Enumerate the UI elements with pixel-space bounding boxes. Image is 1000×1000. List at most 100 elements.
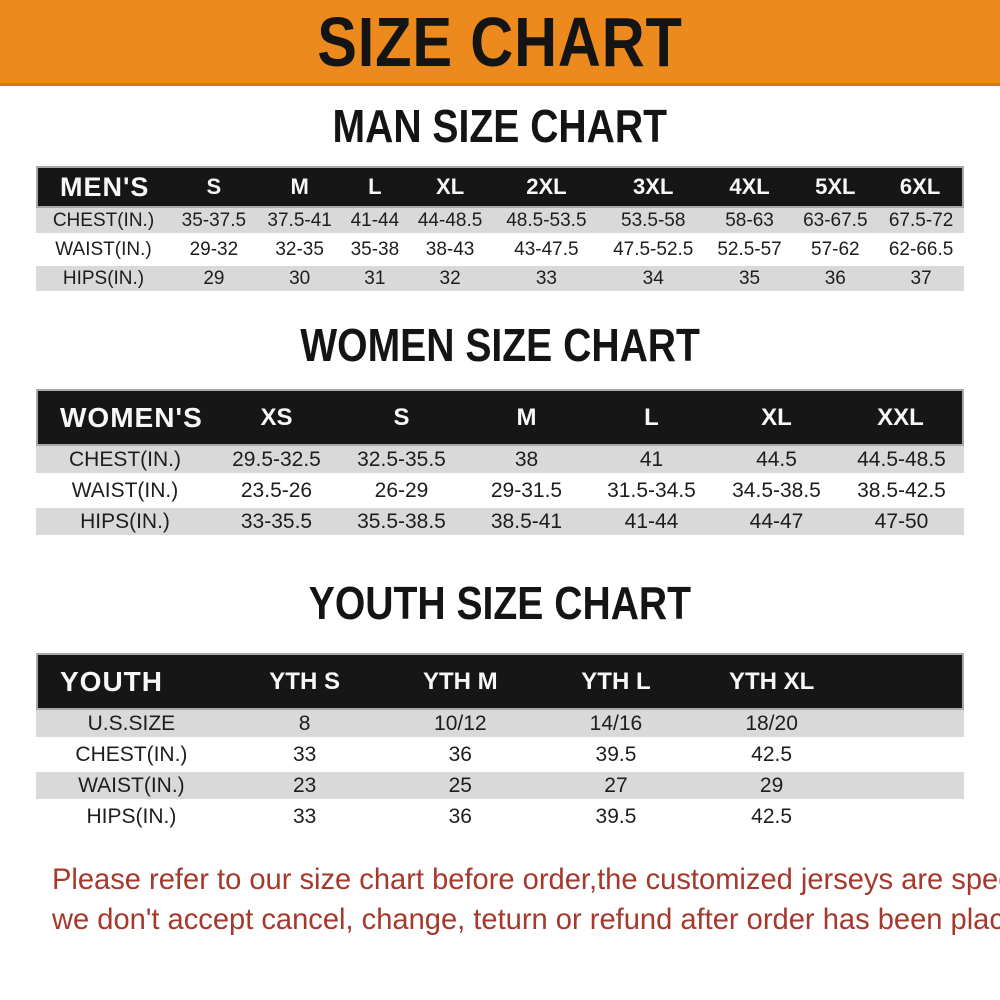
size-cell: 44-48.5 bbox=[407, 208, 493, 237]
banner: SIZE CHART bbox=[0, 0, 1000, 86]
youth-us-size-row: U.S.SIZE 8 10/12 14/16 18/20 bbox=[36, 710, 964, 741]
women-size-table: WOMEN'S XS S M L XL XXL CHEST(IN.) 29.5-… bbox=[36, 389, 964, 539]
size-cell: 31.5-34.5 bbox=[589, 477, 714, 508]
size-cell: 14/16 bbox=[538, 710, 694, 741]
page-title: SIZE CHART bbox=[317, 2, 683, 81]
disclaimer-line-1: Please refer to our size chart before or… bbox=[52, 863, 1000, 896]
filler-cell bbox=[849, 710, 964, 741]
row-label: CHEST(IN.) bbox=[36, 446, 214, 477]
row-label: WAIST(IN.) bbox=[36, 772, 227, 803]
men-size-header-xl: XL bbox=[407, 166, 493, 208]
size-cell: 48.5-53.5 bbox=[492, 208, 600, 237]
youth-section-title-text: YOUTH SIZE CHART bbox=[308, 577, 692, 629]
youth-size-header-yth-l: YTH L bbox=[538, 653, 694, 710]
women-size-header-xxl: XXL bbox=[839, 389, 964, 446]
youth-size-header-yth-xl: YTH XL bbox=[693, 653, 850, 710]
men-size-table: MEN'S S M L XL 2XL 3XL 4XL 5XL 6XL CHEST… bbox=[36, 166, 964, 295]
size-cell: 29 bbox=[693, 772, 850, 803]
size-cell: 63-67.5 bbox=[792, 208, 879, 237]
size-cell: 32 bbox=[407, 266, 493, 295]
size-cell: 36 bbox=[382, 741, 539, 772]
size-cell: 57-62 bbox=[792, 237, 879, 266]
filler-cell bbox=[849, 803, 964, 834]
disclaimer-line-2: we don't accept cancel, change, teturn o… bbox=[52, 903, 1000, 936]
men-table-corner-label: MEN'S bbox=[36, 166, 171, 208]
size-cell: 37 bbox=[878, 266, 964, 295]
women-waist-row: WAIST(IN.) 23.5-26 26-29 29-31.5 31.5-34… bbox=[36, 477, 964, 508]
row-label: WAIST(IN.) bbox=[36, 477, 214, 508]
size-cell: 41-44 bbox=[589, 508, 714, 539]
size-cell: 34.5-38.5 bbox=[714, 477, 839, 508]
men-size-header-m: M bbox=[256, 166, 343, 208]
size-cell: 38.5-42.5 bbox=[839, 477, 964, 508]
men-size-header-5xl: 5XL bbox=[792, 166, 879, 208]
size-cell: 33 bbox=[492, 266, 600, 295]
size-cell: 58-63 bbox=[706, 208, 793, 237]
youth-hips-row: HIPS(IN.) 33 36 39.5 42.5 bbox=[36, 803, 964, 834]
size-cell: 23 bbox=[226, 772, 383, 803]
size-cell: 38 bbox=[464, 446, 589, 477]
youth-size-header-yth-m: YTH M bbox=[382, 653, 539, 710]
size-cell: 38-43 bbox=[407, 237, 493, 266]
women-table-corner-label: WOMEN'S bbox=[36, 389, 214, 446]
men-size-header-4xl: 4XL bbox=[706, 166, 793, 208]
size-cell: 10/12 bbox=[382, 710, 539, 741]
men-section-title: MAN SIZE CHART bbox=[0, 102, 1000, 150]
youth-chest-row: CHEST(IN.) 33 36 39.5 42.5 bbox=[36, 741, 964, 772]
size-cell: 42.5 bbox=[693, 741, 850, 772]
size-cell: 34 bbox=[599, 266, 707, 295]
size-cell: 29-31.5 bbox=[464, 477, 589, 508]
row-label: U.S.SIZE bbox=[36, 710, 227, 741]
size-cell: 35-38 bbox=[342, 237, 408, 266]
men-size-header-l: L bbox=[342, 166, 408, 208]
men-header-row: MEN'S S M L XL 2XL 3XL 4XL 5XL 6XL bbox=[36, 166, 964, 208]
row-label: WAIST(IN.) bbox=[36, 237, 171, 266]
size-cell: 27 bbox=[538, 772, 694, 803]
size-cell: 29-32 bbox=[171, 237, 257, 266]
size-cell: 39.5 bbox=[538, 741, 694, 772]
youth-table-corner-label: YOUTH bbox=[36, 653, 227, 710]
men-waist-row: WAIST(IN.) 29-32 32-35 35-38 38-43 43-47… bbox=[36, 237, 964, 266]
youth-waist-row: WAIST(IN.) 23 25 27 29 bbox=[36, 772, 964, 803]
size-cell: 47-50 bbox=[839, 508, 964, 539]
filler-cell bbox=[849, 772, 964, 803]
size-cell: 23.5-26 bbox=[214, 477, 339, 508]
youth-size-table: YOUTH YTH S YTH M YTH L YTH XL U.S.SIZE … bbox=[36, 653, 964, 834]
row-label: HIPS(IN.) bbox=[36, 803, 227, 834]
size-cell: 33-35.5 bbox=[214, 508, 339, 539]
size-cell: 44.5 bbox=[714, 446, 839, 477]
women-size-header-m: M bbox=[464, 389, 589, 446]
women-header-row: WOMEN'S XS S M L XL XXL bbox=[36, 389, 964, 446]
men-chest-row: CHEST(IN.) 35-37.5 37.5-41 41-44 44-48.5… bbox=[36, 208, 964, 237]
size-cell: 67.5-72 bbox=[878, 208, 964, 237]
size-cell: 33 bbox=[226, 803, 383, 834]
size-cell: 44-47 bbox=[714, 508, 839, 539]
size-cell: 44.5-48.5 bbox=[839, 446, 964, 477]
size-cell: 35 bbox=[706, 266, 793, 295]
size-cell: 42.5 bbox=[693, 803, 850, 834]
size-cell: 32.5-35.5 bbox=[339, 446, 464, 477]
size-cell: 26-29 bbox=[339, 477, 464, 508]
size-cell: 30 bbox=[256, 266, 343, 295]
row-label: CHEST(IN.) bbox=[36, 208, 171, 237]
size-cell: 41-44 bbox=[342, 208, 408, 237]
size-cell: 47.5-52.5 bbox=[599, 237, 707, 266]
men-size-header-2xl: 2XL bbox=[492, 166, 600, 208]
size-cell: 62-66.5 bbox=[878, 237, 964, 266]
size-cell: 36 bbox=[792, 266, 879, 295]
women-size-header-xl: XL bbox=[714, 389, 839, 446]
row-label: HIPS(IN.) bbox=[36, 508, 214, 539]
size-cell: 25 bbox=[382, 772, 539, 803]
size-cell: 18/20 bbox=[693, 710, 850, 741]
size-cell: 37.5-41 bbox=[256, 208, 343, 237]
women-chest-row: CHEST(IN.) 29.5-32.5 32.5-35.5 38 41 44.… bbox=[36, 446, 964, 477]
size-cell: 39.5 bbox=[538, 803, 694, 834]
size-cell: 38.5-41 bbox=[464, 508, 589, 539]
men-size-header-s: S bbox=[171, 166, 257, 208]
size-cell: 53.5-58 bbox=[599, 208, 707, 237]
men-section-title-text: MAN SIZE CHART bbox=[332, 100, 668, 152]
size-cell: 29 bbox=[171, 266, 257, 295]
filler-cell bbox=[849, 653, 964, 710]
size-cell: 8 bbox=[226, 710, 383, 741]
row-label: HIPS(IN.) bbox=[36, 266, 171, 295]
